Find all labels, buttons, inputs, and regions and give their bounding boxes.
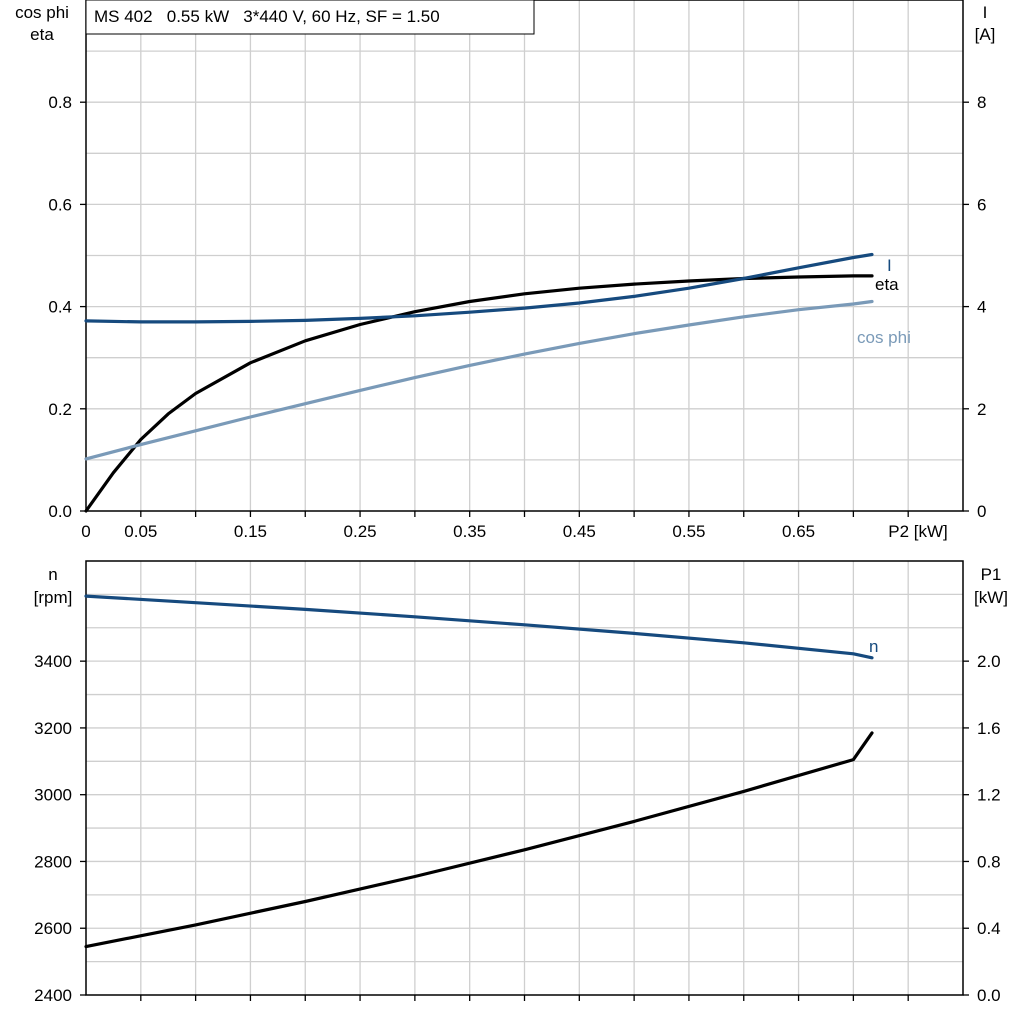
x-tick-label: 0.35 [453, 522, 486, 541]
y-right-tick-label: 8 [977, 93, 986, 112]
top-y-left-label-2: eta [30, 25, 54, 44]
x-tick-label: 0.05 [124, 522, 157, 541]
y-right-tick-label: 0.4 [977, 919, 1001, 938]
y-right-tick-label: 1.6 [977, 719, 1001, 738]
series-line-n [84, 594, 874, 660]
y-left-tick-label: 0.2 [48, 400, 72, 419]
bottom-y-right-label-2: [kW] [974, 588, 1008, 607]
series-label-cos-phi: cos phi [857, 328, 911, 347]
x-tick-label: 0 [81, 522, 90, 541]
y-left-tick-label: 3000 [34, 786, 72, 805]
y-right-tick-label: 4 [977, 298, 986, 317]
y-left-tick-label: 0.0 [48, 502, 72, 521]
series-line-i [84, 252, 874, 324]
y-left-tick-label: 0.6 [48, 195, 72, 214]
series-line-p1 [84, 731, 874, 949]
y-left-tick-label: 2400 [34, 986, 72, 1005]
x-tick-label: 0.15 [234, 522, 267, 541]
series-line-cos-phi [84, 299, 874, 461]
y-left-tick-label: 0.4 [48, 298, 72, 317]
y-left-tick-label: 2800 [34, 852, 72, 871]
x-tick-label: 0.45 [563, 522, 596, 541]
y-right-tick-label: 1.2 [977, 786, 1001, 805]
grid [86, 0, 963, 995]
top-y-right-label-1: I [983, 3, 988, 22]
x-tick-label: 0.25 [344, 522, 377, 541]
y-left-tick-label: 2600 [34, 919, 72, 938]
top-y-right-label-2: [A] [975, 25, 996, 44]
axes: 0.0 0.2 0.4 0.6 0.8 0 2 4 6 8 0 0.05 0.15 0.25 0.35 0.4… [34, 93, 1000, 1005]
y-left-tick-label: 3400 [34, 652, 72, 671]
y-left-tick-label: 0.8 [48, 93, 72, 112]
series [84, 252, 874, 949]
bottom-y-left-label-2: [rpm] [34, 588, 73, 607]
x-tick-label: 0.65 [782, 522, 815, 541]
y-right-tick-label: 0.8 [977, 852, 1001, 871]
y-right-tick-label: 2.0 [977, 652, 1001, 671]
series-label-n: n [869, 637, 878, 656]
chart-title: MS 402 0.55 kW 3*440 V, 60 Hz, SF = 1.50 [94, 7, 440, 26]
series-label-i: I [887, 256, 892, 275]
bottom-y-left-label-1: n [48, 565, 57, 584]
y-right-tick-label: 2 [977, 400, 986, 419]
x-tick-label: 0.55 [672, 522, 705, 541]
bottom-y-right-label-1: P1 [981, 565, 1002, 584]
y-right-tick-label: 0.0 [977, 986, 1001, 1005]
y-right-tick-label: 6 [977, 195, 986, 214]
y-left-tick-label: 3200 [34, 719, 72, 738]
title-box [85, 0, 535, 35]
series-label-eta: eta [875, 275, 899, 294]
top-y-left-label-1: cos phi [15, 3, 69, 22]
y-right-tick-label: 0 [977, 502, 986, 521]
top-x-axis-label: P2 [kW] [888, 522, 948, 541]
